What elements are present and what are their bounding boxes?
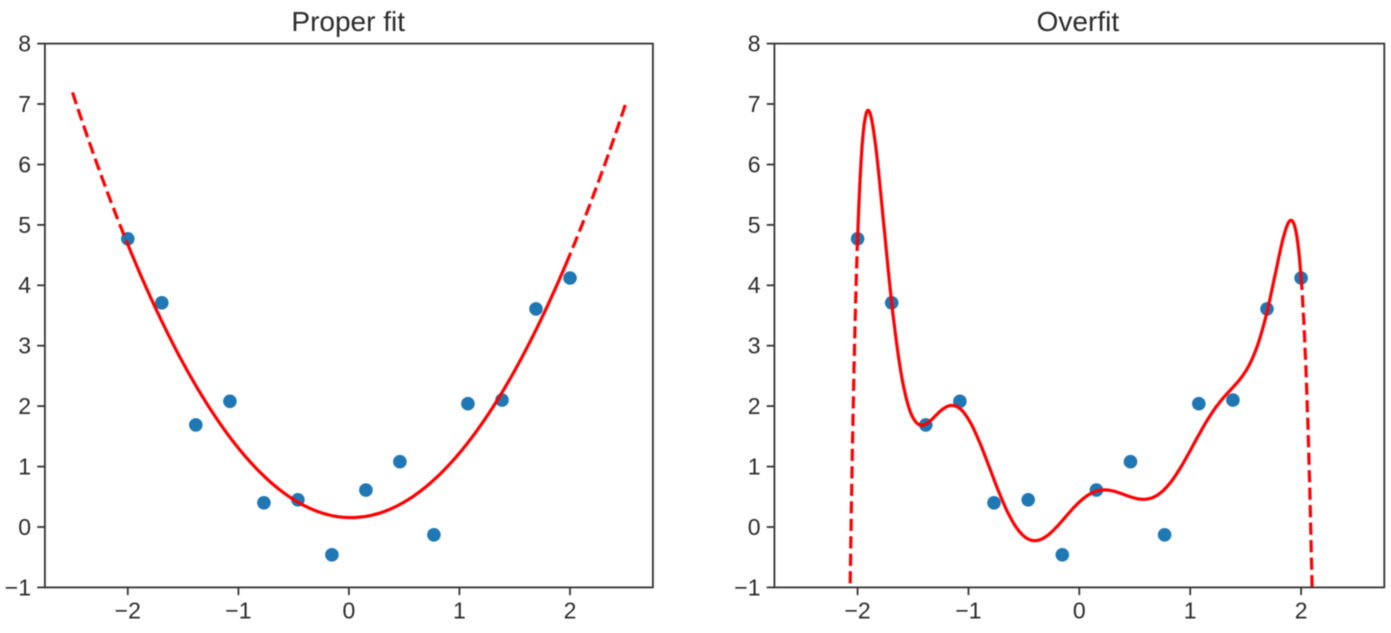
svg-text:4: 4 [748,272,761,298]
svg-text:−1: −1 [955,597,981,623]
svg-text:Overfit: Overfit [1037,6,1120,37]
svg-text:0: 0 [748,514,761,540]
svg-text:0: 0 [343,597,356,623]
svg-text:Proper fit: Proper fit [291,6,405,37]
svg-text:0: 0 [18,514,31,540]
svg-text:−2: −2 [844,597,870,623]
svg-text:4: 4 [18,272,31,298]
svg-text:3: 3 [18,333,31,359]
svg-text:2: 2 [564,597,577,623]
svg-text:0: 0 [1073,597,1086,623]
svg-text:8: 8 [18,31,31,57]
svg-text:2: 2 [1295,597,1308,623]
svg-text:6: 6 [18,151,31,177]
svg-text:3: 3 [748,333,761,359]
svg-text:7: 7 [748,91,761,117]
svg-text:7: 7 [18,91,31,117]
svg-text:−1: −1 [225,597,251,623]
svg-text:2: 2 [748,393,761,419]
svg-text:5: 5 [748,212,761,238]
svg-text:8: 8 [748,31,761,57]
svg-text:1: 1 [748,454,761,480]
svg-text:5: 5 [18,212,31,238]
svg-text:−1: −1 [5,574,31,600]
svg-text:6: 6 [748,151,761,177]
svg-text:1: 1 [18,454,31,480]
svg-text:1: 1 [453,597,466,623]
svg-text:1: 1 [1184,597,1197,623]
svg-text:−2: −2 [115,597,141,623]
svg-text:−1: −1 [734,574,760,600]
svg-text:2: 2 [18,393,31,419]
